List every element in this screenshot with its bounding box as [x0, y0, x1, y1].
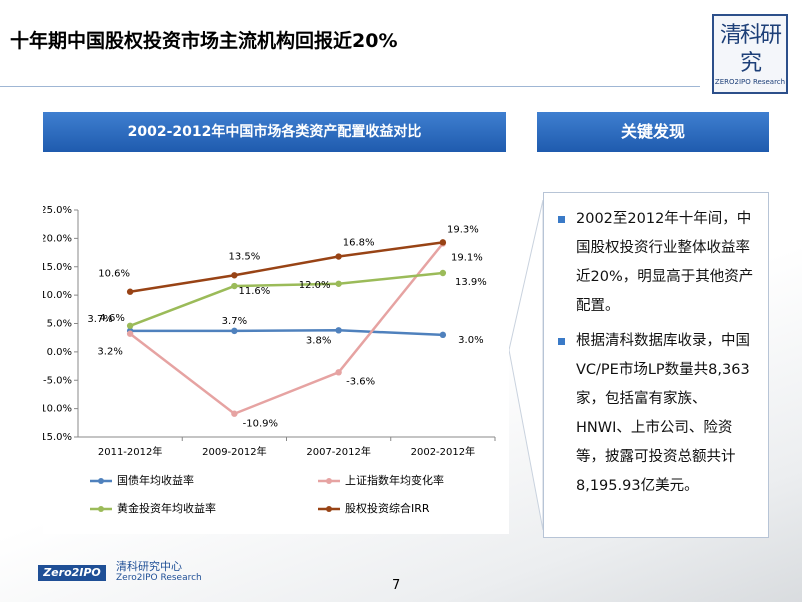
- data-label: 3.7%: [87, 314, 112, 325]
- legend-label: 黄金投资年均收益率: [117, 501, 216, 515]
- y-tick-label: -10.0%: [43, 404, 72, 415]
- right-header: 关键发现: [537, 112, 769, 152]
- slide-title: 十年期中国股权投资市场主流机构回报近20%: [10, 30, 398, 52]
- finding: 根据清科数据库收录，中国VC/PE市场LP数量共8,363家，包括富有家族、HN…: [556, 327, 756, 501]
- y-tick-label: -15.0%: [43, 432, 72, 443]
- legend-marker: [326, 478, 332, 484]
- x-tick-label: 2011-2012年: [98, 445, 163, 458]
- legend-label: 股权投资综合IRR: [345, 501, 430, 515]
- series-line: [129, 271, 444, 327]
- legend-label: 国债年均收益率: [117, 473, 194, 487]
- left-header: 2002-2012年中国市场各类资产配置收益对比: [43, 112, 506, 152]
- data-label: 3.0%: [458, 335, 483, 346]
- data-label: 11.6%: [238, 286, 270, 297]
- data-label: -10.9%: [243, 419, 278, 430]
- point: [126, 322, 134, 329]
- title-rule: [0, 86, 700, 87]
- legend-marker: [326, 506, 332, 512]
- point: [439, 269, 447, 277]
- y-tick-label: -5.0%: [43, 375, 72, 386]
- series-line: [129, 242, 444, 416]
- point: [335, 327, 342, 334]
- series-line: [130, 329, 443, 337]
- legend-marker: [98, 506, 104, 512]
- data-label: 13.5%: [228, 251, 260, 262]
- findings: 2002至2012年十年间，中国股权投资行业整体收益率近20%，明显高于其他资产…: [543, 192, 769, 538]
- y-tick-label: 10.0%: [43, 290, 72, 301]
- point: [231, 282, 238, 290]
- x-tick-label: 2009-2012年: [202, 445, 267, 458]
- logo-main: 清科研究: [720, 23, 782, 76]
- point: [439, 331, 447, 339]
- footer-en: Zero2IPO Research: [116, 573, 202, 583]
- x-tick-label: 2007-2012年: [306, 445, 371, 458]
- logo-sub: ZERO2IPO Research: [714, 78, 786, 86]
- data-label: 4.6%: [99, 313, 124, 324]
- y-tick-label: 0.0%: [47, 347, 72, 358]
- data-label: 10.6%: [98, 269, 130, 280]
- data-label: 3.7%: [222, 316, 247, 327]
- point: [126, 288, 134, 295]
- y-tick-label: 25.0%: [43, 205, 72, 216]
- data-label: 19.1%: [451, 252, 483, 263]
- page-number: 7: [392, 578, 401, 593]
- legend-label: 上证指数年均变化率: [345, 473, 444, 487]
- point: [439, 239, 447, 246]
- finding: 2002至2012年十年间，中国股权投资行业整体收益率近20%，明显高于其他资产…: [556, 205, 756, 321]
- point: [231, 272, 238, 279]
- y-tick-label: 5.0%: [47, 319, 72, 330]
- y-tick-label: 15.0%: [43, 262, 72, 273]
- logo: 清科研究 ZERO2IPO Research: [712, 14, 788, 94]
- legend-marker: [98, 478, 104, 484]
- chart: -15.0% -10.0% -5.0% 0.0% 5.0% 10.0% 15.0% 20.0%…: [37, 205, 496, 515]
- data-label: 13.9%: [455, 277, 487, 288]
- point: [335, 369, 342, 376]
- point: [231, 410, 238, 417]
- x-tick-label: 2002-2012年: [411, 445, 476, 458]
- data-label: 19.3%: [447, 224, 479, 235]
- point: [231, 327, 238, 335]
- chart-box: -15.0% -10.0% -5.0% 0.0% 5.0% 10.0% 15.0% 20.0%…: [37, 178, 509, 534]
- point: [126, 330, 134, 337]
- data-label: 16.8%: [343, 238, 375, 249]
- data-label: -3.6%: [346, 376, 375, 387]
- callout-arrow: [508, 200, 544, 530]
- footer-cn: 清科研究中心: [116, 560, 182, 573]
- y-tick-label: 20.0%: [43, 233, 72, 244]
- data-label: 3.8%: [306, 335, 331, 346]
- footer-brand: Zero2IPO: [38, 565, 106, 581]
- point: [335, 280, 342, 287]
- data-label: 12.0%: [299, 280, 331, 291]
- series-line: [129, 241, 444, 293]
- data-label: 3.2%: [97, 347, 122, 358]
- point: [335, 253, 342, 260]
